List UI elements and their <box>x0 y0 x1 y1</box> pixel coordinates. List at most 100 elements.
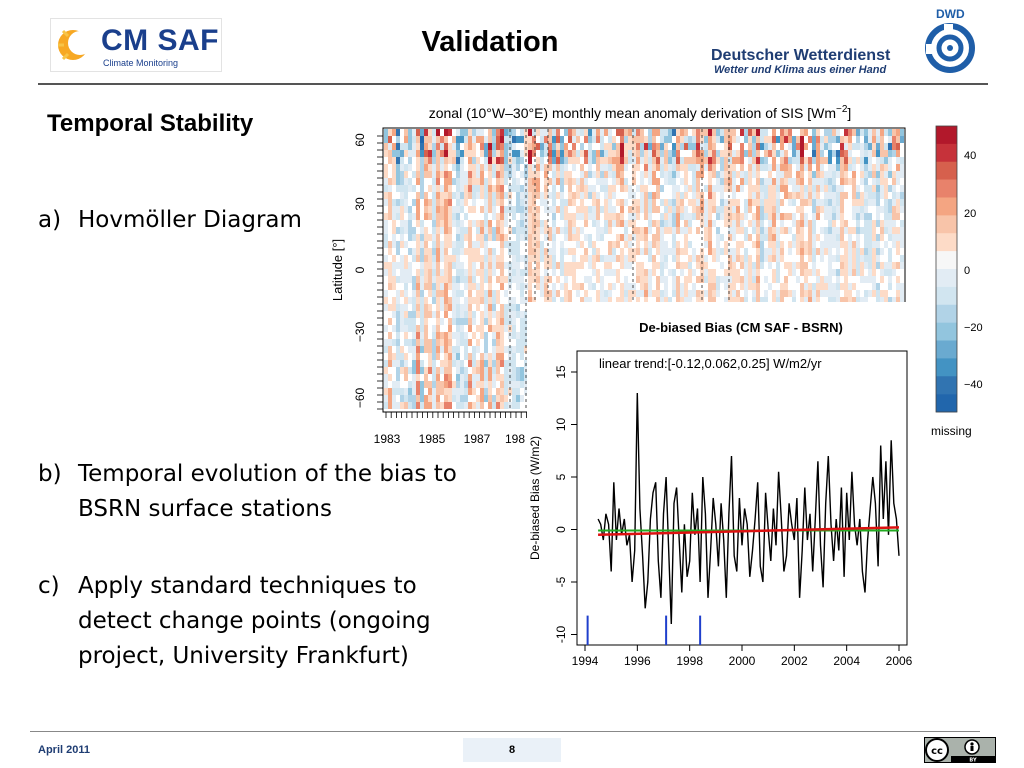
anomaly-cell <box>496 171 500 178</box>
anomaly-cell <box>456 129 460 136</box>
anomaly-cell <box>440 255 444 262</box>
anomaly-cell <box>712 185 716 192</box>
anomaly-cell <box>484 388 488 395</box>
anomaly-cell <box>760 206 764 213</box>
anomaly-cell <box>444 388 448 395</box>
anomaly-cell <box>776 150 780 157</box>
anomaly-cell <box>792 136 796 143</box>
anomaly-cell <box>736 157 740 164</box>
anomaly-cell <box>472 129 476 136</box>
anomaly-cell <box>744 178 748 185</box>
anomaly-cell <box>464 353 468 360</box>
anomaly-cell <box>684 178 688 185</box>
anomaly-cell <box>728 283 732 290</box>
anomaly-cell <box>612 171 616 178</box>
anomaly-cell <box>528 192 532 199</box>
anomaly-cell <box>408 318 412 325</box>
anomaly-cell <box>648 248 652 255</box>
anomaly-cell <box>568 297 572 304</box>
anomaly-cell <box>764 136 768 143</box>
anomaly-cell <box>732 206 736 213</box>
anomaly-cell <box>424 395 428 402</box>
anomaly-cell <box>828 283 832 290</box>
anomaly-cell <box>404 129 408 136</box>
anomaly-cell <box>388 157 392 164</box>
anomaly-cell <box>856 297 860 304</box>
anomaly-cell <box>404 283 408 290</box>
anomaly-cell <box>504 234 508 241</box>
anomaly-cell <box>420 388 424 395</box>
y-tick-label: -5 <box>554 576 568 587</box>
anomaly-cell <box>420 157 424 164</box>
anomaly-cell <box>604 262 608 269</box>
anomaly-cell <box>404 227 408 234</box>
anomaly-cell <box>668 157 672 164</box>
anomaly-cell <box>832 290 836 297</box>
anomaly-cell <box>780 241 784 248</box>
anomaly-cell <box>416 192 420 199</box>
anomaly-cell <box>672 276 676 283</box>
anomaly-cell <box>416 136 420 143</box>
anomaly-cell <box>428 388 432 395</box>
anomaly-cell <box>680 192 684 199</box>
anomaly-cell <box>544 220 548 227</box>
anomaly-cell <box>604 220 608 227</box>
anomaly-cell <box>516 402 520 409</box>
anomaly-cell <box>880 164 884 171</box>
anomaly-cell <box>492 199 496 206</box>
anomaly-cell <box>780 136 784 143</box>
anomaly-cell <box>708 248 712 255</box>
anomaly-cell <box>644 227 648 234</box>
anomaly-cell <box>512 297 516 304</box>
anomaly-cell <box>392 213 396 220</box>
anomaly-cell <box>392 353 396 360</box>
colorbar-swatch <box>936 215 957 234</box>
anomaly-cell <box>636 157 640 164</box>
anomaly-cell <box>416 332 420 339</box>
anomaly-cell <box>476 241 480 248</box>
anomaly-cell <box>528 129 532 136</box>
anomaly-cell <box>840 136 844 143</box>
anomaly-cell <box>648 143 652 150</box>
anomaly-cell <box>660 199 664 206</box>
anomaly-cell <box>388 318 392 325</box>
colorbar-swatch <box>936 340 957 359</box>
anomaly-cell <box>436 269 440 276</box>
anomaly-cell <box>468 241 472 248</box>
anomaly-cell <box>448 318 452 325</box>
anomaly-cell <box>888 164 892 171</box>
anomaly-cell <box>408 402 412 409</box>
anomaly-cell <box>500 325 504 332</box>
anomaly-cell <box>500 353 504 360</box>
anomaly-cell <box>564 283 568 290</box>
anomaly-cell <box>768 255 772 262</box>
anomaly-cell <box>424 339 428 346</box>
anomaly-cell <box>468 150 472 157</box>
anomaly-cell <box>416 374 420 381</box>
anomaly-cell <box>560 248 564 255</box>
colorbar-swatch <box>936 269 957 288</box>
anomaly-cell <box>672 206 676 213</box>
anomaly-cell <box>432 248 436 255</box>
anomaly-cell <box>400 360 404 367</box>
anomaly-cell <box>480 290 484 297</box>
anomaly-cell <box>420 381 424 388</box>
anomaly-cell <box>664 143 668 150</box>
anomaly-cell <box>552 185 556 192</box>
anomaly-cell <box>592 192 596 199</box>
anomaly-cell <box>812 248 816 255</box>
anomaly-cell <box>420 402 424 409</box>
anomaly-cell <box>472 388 476 395</box>
anomaly-cell <box>740 150 744 157</box>
anomaly-cell <box>828 290 832 297</box>
anomaly-cell <box>440 402 444 409</box>
anomaly-cell <box>888 129 892 136</box>
anomaly-cell <box>512 304 516 311</box>
anomaly-cell <box>816 269 820 276</box>
anomaly-cell <box>864 213 868 220</box>
anomaly-cell <box>732 255 736 262</box>
anomaly-cell <box>724 178 728 185</box>
anomaly-cell <box>712 171 716 178</box>
anomaly-cell <box>576 283 580 290</box>
anomaly-cell <box>728 248 732 255</box>
